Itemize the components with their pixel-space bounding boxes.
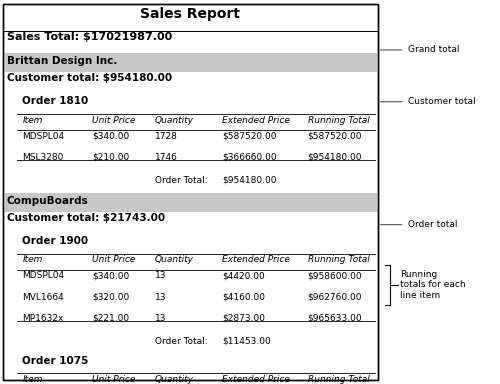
Text: Order total: Order total: [380, 220, 457, 229]
Text: Running Total: Running Total: [308, 255, 369, 264]
Text: Order 1900: Order 1900: [22, 236, 88, 246]
Text: 13: 13: [155, 314, 166, 323]
Text: 13: 13: [155, 293, 166, 301]
Text: MVL1664: MVL1664: [22, 293, 64, 301]
Text: Running
totals for each
line item: Running totals for each line item: [400, 270, 466, 300]
Text: Unit Price: Unit Price: [92, 255, 136, 264]
Text: $954180.00: $954180.00: [308, 153, 362, 162]
Text: 1746: 1746: [155, 153, 178, 162]
Text: Sales Report: Sales Report: [140, 7, 240, 21]
Text: $340.00: $340.00: [92, 271, 130, 280]
Text: MSL3280: MSL3280: [22, 153, 64, 162]
Text: Customer total: $954180.00: Customer total: $954180.00: [6, 73, 172, 83]
Text: $954180.00: $954180.00: [222, 176, 277, 185]
Text: Item: Item: [22, 255, 43, 264]
Text: $962760.00: $962760.00: [308, 293, 362, 301]
Text: Item: Item: [22, 116, 43, 124]
Bar: [2, 53, 378, 72]
Text: CompuBoards: CompuBoards: [6, 196, 88, 206]
Text: $210.00: $210.00: [92, 153, 130, 162]
Text: $2873.00: $2873.00: [222, 314, 266, 323]
Text: MP1632x: MP1632x: [22, 314, 64, 323]
Text: MDSPL04: MDSPL04: [22, 271, 64, 280]
Text: $340.00: $340.00: [92, 132, 130, 141]
Text: $366660.00: $366660.00: [222, 153, 277, 162]
Text: Extended Price: Extended Price: [222, 375, 290, 384]
Text: Order 1075: Order 1075: [22, 356, 89, 366]
Bar: [2, 4, 378, 380]
Text: $587520.00: $587520.00: [308, 132, 362, 141]
Text: Quantity: Quantity: [155, 255, 194, 264]
Text: Item: Item: [22, 375, 43, 384]
Text: $11453.00: $11453.00: [222, 337, 271, 346]
Text: $4420.00: $4420.00: [222, 271, 265, 280]
Text: Grand total: Grand total: [380, 45, 459, 55]
Text: Unit Price: Unit Price: [92, 116, 136, 124]
Bar: [2, 4, 378, 380]
Text: $320.00: $320.00: [92, 293, 130, 301]
Text: Unit Price: Unit Price: [92, 375, 136, 384]
Text: Quantity: Quantity: [155, 375, 194, 384]
Text: 13: 13: [155, 271, 166, 280]
Text: $965633.00: $965633.00: [308, 314, 362, 323]
Text: Customer total: $21743.00: Customer total: $21743.00: [6, 213, 164, 223]
Text: Running Total: Running Total: [308, 375, 369, 384]
Text: Extended Price: Extended Price: [222, 116, 290, 124]
Text: Extended Price: Extended Price: [222, 255, 290, 264]
Bar: [2, 193, 378, 212]
Text: Sales Total: $17021987.00: Sales Total: $17021987.00: [6, 32, 172, 42]
Text: Order Total:: Order Total:: [155, 176, 208, 185]
Text: $587520.00: $587520.00: [222, 132, 277, 141]
Text: Customer total: Customer total: [380, 97, 475, 106]
Text: Quantity: Quantity: [155, 116, 194, 124]
Text: Order 1810: Order 1810: [22, 96, 89, 106]
Text: Order Total:: Order Total:: [155, 337, 208, 346]
Text: Running Total: Running Total: [308, 116, 369, 124]
Text: Brittan Design Inc.: Brittan Design Inc.: [6, 56, 117, 66]
Text: MDSPL04: MDSPL04: [22, 132, 64, 141]
Text: $221.00: $221.00: [92, 314, 130, 323]
Text: 1728: 1728: [155, 132, 178, 141]
Text: $4160.00: $4160.00: [222, 293, 266, 301]
Text: $958600.00: $958600.00: [308, 271, 362, 280]
